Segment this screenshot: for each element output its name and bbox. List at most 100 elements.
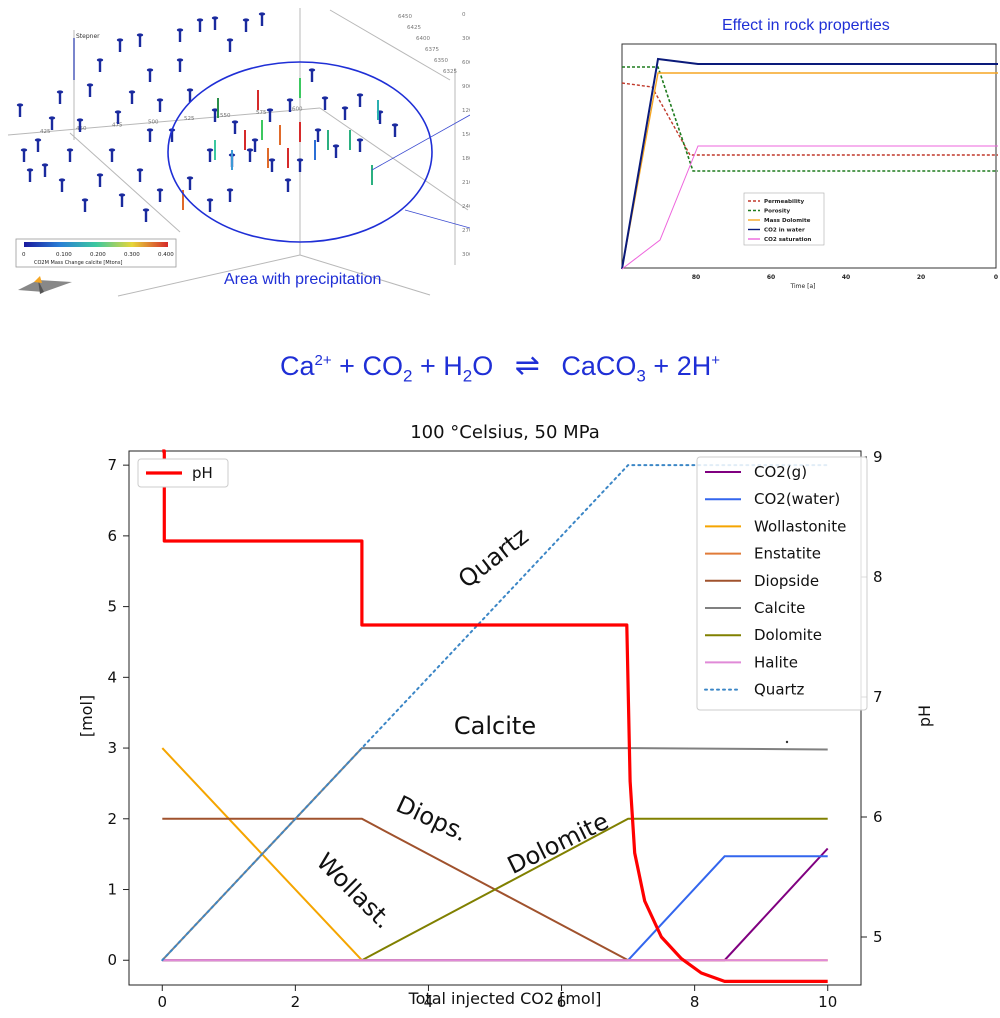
plume-stem [158,100,162,112]
plume-stem [22,150,26,162]
ph-legend-box [137,458,229,488]
plume-stem [208,150,212,162]
eq-plus-2: + [419,351,436,381]
plume-stem [36,140,40,152]
axis-a-tick: 6400 [416,36,430,42]
depth-tick: 2100 [462,180,470,186]
eq-o: O [472,351,494,381]
y-tick-label: 6 [107,527,117,545]
depth-tick: 1500 [462,132,470,138]
legend-label: Wollastonite [754,517,846,535]
plume-stem [83,200,87,212]
plume-stem [43,165,47,177]
plume-stem [188,178,192,190]
axis-b-tick: 525 [184,116,195,122]
precipitation-stick [244,130,246,150]
y-tick-label: 0 [107,951,117,969]
plume-stem [138,35,142,47]
rock-legend-label: Mass Dolomite [764,218,811,224]
rock-legend: Permeability Porosity Mass Dolomite CO2 in … [748,199,811,243]
precipitation-stick [314,140,316,160]
plume-stem [170,130,174,142]
legend-layer: pH CO2(g) CO2(water) Wollastonite Enstatite D… [137,456,868,711]
legend-label: Diopside [754,572,819,590]
plume-stem [298,160,302,172]
colorbar-ticks: 0 0.100 0.200 0.300 0.400 [22,252,174,258]
stray-dot [785,740,789,744]
plume-stem [248,150,252,162]
eq-caco: CaCO [561,351,637,381]
plume-stem [118,40,122,52]
ellipse-caption: Area with precipitation [224,271,382,288]
plume-stem [98,175,102,187]
y-tick-label: 1 [107,881,117,899]
precipitation-stick [371,165,373,185]
plume-stem [244,20,248,32]
eq-2h: 2H [676,351,712,381]
axis-a-tick-labels: 6450 6425 6400 6375 6350 6325 425 450 475 500 525 5… [40,14,457,135]
rock-x-ticks: 80 60 40 20 0 [692,274,998,281]
mineral-chart-svg: 100 °Celsius, 50 MPa 0 2 4 6 8 10 0 1 2 3 4 5 6 7 5 6 7 8… [77,422,934,1011]
axis-b-tick: 500 [148,119,159,125]
plume-stem [310,70,314,82]
y2-tick-label: 9 [873,448,883,466]
depth-tick: 1800 [462,156,470,162]
chart-title: 100 °Celsius, 50 MPa [410,422,600,443]
axis-b-tick: 600 [292,107,303,113]
rock-x-tick: 20 [917,274,925,281]
rock-legend-label: Permeability [764,199,804,205]
plume-stem [393,125,397,137]
plume-stem [138,170,142,182]
plume-stem [213,18,217,30]
axis-b-tick: 475 [112,123,123,129]
eq-h-sub: 2 [462,366,473,386]
plume-stem [120,195,124,207]
y2-axis-label: pH [915,705,934,727]
depth-tick: 1200 [462,108,470,114]
rock-legend-box [743,192,825,246]
colorbar-label: CO2M Mass Change calcite [Mtons] [34,260,122,266]
depth-tick: 2700 [462,228,470,234]
rock-legend-label: CO2 in water [764,228,805,234]
co2-plume-clusters [16,12,399,222]
legend-label: Enstatite [754,545,821,563]
precipitation-stick [261,120,263,140]
eq-caco-sub: 3 [636,366,646,386]
plume-stem [98,60,102,72]
eq-plus-1: + [339,351,355,381]
axis-b-tick: 550 [220,113,231,119]
plume-stem [88,85,92,97]
plume-stem [18,105,22,117]
eq-co-sub: 2 [402,366,413,386]
reaction-equation: Ca2+ + CO2 + H2O ⇌ CaCO3 + 2H+ [0,348,1000,386]
plume-stem [130,92,134,104]
co2-saturation-line [621,145,998,270]
plume-stem [323,98,327,110]
plume-stem [213,110,217,122]
depth-tick: 0 [462,12,466,18]
co2-water-line [621,57,998,270]
legend-label: CO2(water) [754,490,840,508]
plume-stem [158,190,162,202]
plume-stem [148,130,152,142]
colorbar-tick: 0.400 [158,252,174,258]
y-tick-label: 7 [107,456,117,474]
rock-x-tick: 40 [842,274,850,281]
rock-x-tick: 0 [994,274,998,281]
plume-stem [228,40,232,52]
rock-x-tick: 80 [692,274,700,281]
plume-stem [50,118,54,130]
ph-legend-label: pH [192,464,213,482]
legend-label: Dolomite [754,626,822,644]
plume-stem [334,146,338,158]
plume-stem [343,108,347,120]
x-tick-label: 8 [690,993,700,1011]
plume-stem [228,190,232,202]
plume-stem [110,150,114,162]
plume-stem [148,70,152,82]
precipitation-stick [182,190,184,210]
precipitation-stick [377,100,379,120]
